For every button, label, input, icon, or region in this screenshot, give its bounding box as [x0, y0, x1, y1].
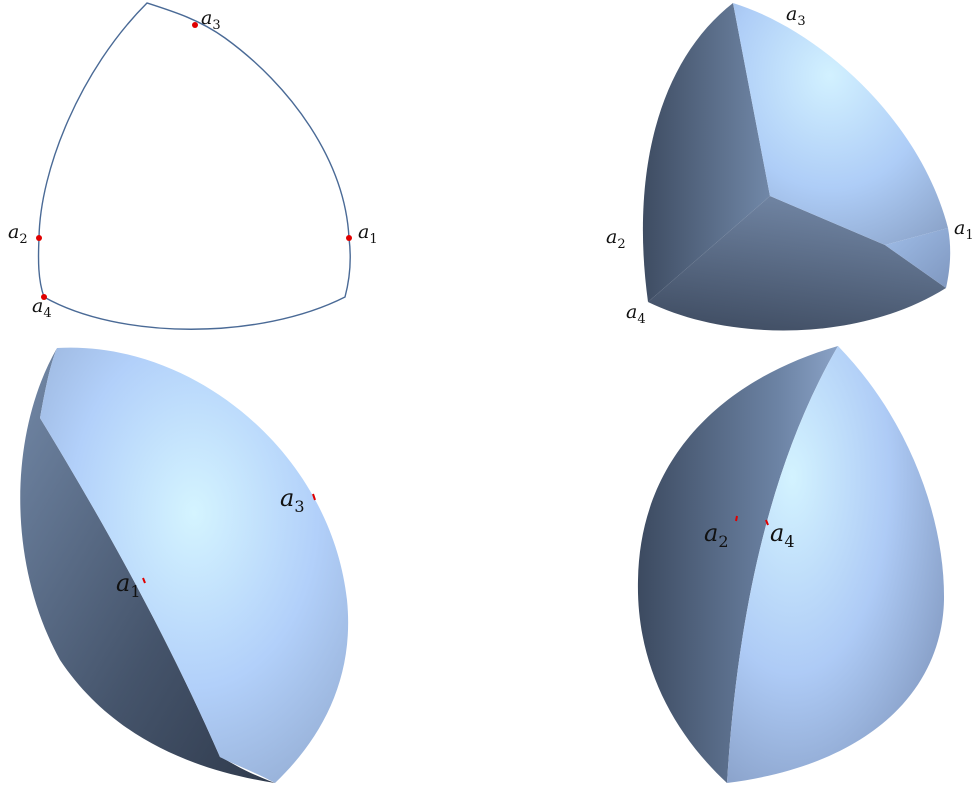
label-a4: a4	[770, 519, 795, 551]
point-a2	[36, 235, 42, 241]
label-a2: a2	[704, 519, 729, 551]
label-a3: a3	[786, 3, 806, 29]
label-a3: a3	[280, 484, 305, 516]
label-a1: a1	[116, 569, 141, 601]
label-a2: a2	[606, 226, 626, 252]
point-a3	[192, 22, 198, 28]
label-a1: a1	[358, 221, 378, 247]
label-a3: a3	[201, 7, 221, 33]
face-left	[642, 3, 770, 302]
label-a2: a2	[8, 221, 28, 247]
lens-left-light-face	[40, 347, 349, 783]
point-a4	[765, 519, 769, 526]
lens-right-dark-face	[637, 346, 838, 783]
label-a4: a4	[32, 295, 52, 321]
lens-left-panel: a3 a1	[20, 347, 349, 783]
reuleaux-outline	[37, 2, 351, 330]
point-a2	[735, 515, 738, 522]
outline-panel: a3 a2 a1 a4	[8, 2, 378, 330]
face-bottom	[648, 196, 946, 331]
point-a4	[41, 294, 47, 300]
lens-right-panel: a2 a4	[637, 346, 945, 783]
lens-right-light-face	[727, 346, 945, 783]
point-a1	[142, 577, 146, 584]
lens-left-dark-face	[20, 348, 276, 783]
label-a4: a4	[626, 301, 646, 327]
point-a1	[346, 235, 352, 241]
solid-top-panel: a3 a2 a1 a4	[606, 3, 974, 331]
label-a1: a1	[954, 217, 974, 243]
face-right	[885, 228, 951, 288]
point-a3	[312, 493, 316, 501]
face-top	[733, 3, 948, 245]
